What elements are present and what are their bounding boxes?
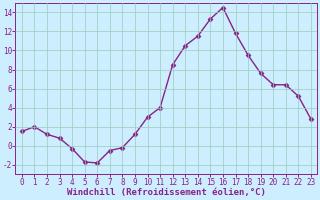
- X-axis label: Windchill (Refroidissement éolien,°C): Windchill (Refroidissement éolien,°C): [67, 188, 266, 197]
